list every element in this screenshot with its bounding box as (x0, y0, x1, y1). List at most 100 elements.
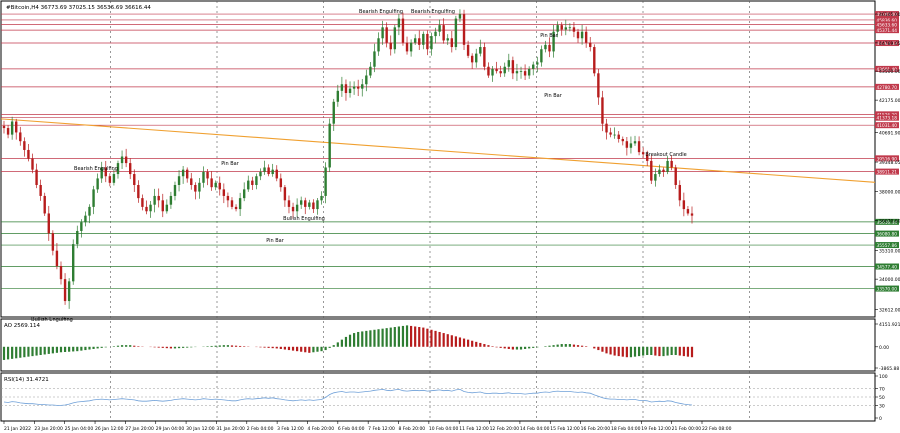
time-tick-label: 6 Feb 04:00 (338, 426, 365, 432)
candle-body (234, 206, 238, 210)
candle-body (401, 18, 405, 43)
level-label: 41373.18 (877, 116, 898, 122)
candle-body (483, 47, 486, 67)
candle-body (446, 38, 449, 41)
candle-body (495, 68, 498, 72)
candle-body (214, 182, 217, 188)
candle-body (556, 25, 559, 32)
candle-body (149, 204, 152, 212)
candle-body (462, 14, 466, 45)
candle-body (104, 167, 107, 177)
price-tick-label: 44789.05 (879, 41, 900, 47)
rsi-tick-label: 0 (879, 416, 882, 422)
candle-body (299, 200, 303, 205)
candle-body (617, 134, 620, 140)
candle-body (332, 101, 335, 124)
candle-body (584, 31, 588, 43)
candle-body (470, 55, 474, 63)
candle-body (72, 244, 75, 282)
candle-body (31, 158, 34, 170)
annotation-label: Pin Bar (540, 33, 559, 39)
candle-body (251, 180, 254, 185)
candle-body (59, 266, 63, 280)
candle-body (641, 152, 645, 155)
candle-body (564, 27, 567, 30)
level-label-box (875, 168, 899, 175)
candle-body (560, 25, 563, 30)
level-label-box (875, 21, 899, 28)
candle-body (458, 14, 462, 19)
annotation-label: Pin Bar (266, 238, 285, 244)
candle-body (527, 68, 531, 76)
level-label-box (875, 11, 899, 18)
candle-body (658, 169, 661, 175)
candle-body (552, 31, 555, 52)
candle-body (141, 198, 144, 207)
candle-body (120, 156, 124, 164)
level-label-box (875, 263, 899, 270)
annotation-label: Bearish Engulfing (411, 9, 455, 15)
price-tick-label: 43500.00 (879, 69, 900, 75)
candle-body (116, 163, 120, 175)
candle-body (202, 171, 205, 183)
candle-body (267, 167, 270, 175)
time-tick-label: 16 Feb 20:00 (581, 426, 611, 432)
time-tick-label: 21 Feb 00:00 (672, 426, 702, 432)
candle-body (328, 123, 331, 168)
time-tick-label: 3 Feb 12:00 (277, 426, 304, 432)
candle-body (92, 189, 95, 207)
candle-body (218, 182, 221, 190)
rsi-tick-label: 30 (879, 403, 885, 409)
candle-body (540, 49, 543, 63)
candle-body (287, 200, 291, 207)
candle-body (161, 200, 164, 212)
candle-body (242, 189, 246, 199)
candle-body (637, 141, 641, 153)
candle-body (352, 86, 356, 89)
candle-body (356, 86, 360, 89)
candle-body (475, 53, 478, 63)
candle-body (6, 128, 10, 135)
level-label-box (875, 242, 899, 249)
candle-body (422, 33, 425, 45)
ao-tick-label: -3865.88 (879, 366, 899, 372)
candle-body (621, 139, 624, 142)
candle-body (255, 176, 258, 185)
candle-body (51, 233, 55, 251)
annotations: Bearish Engulfing Bearish Engulfing Bearis… (31, 9, 687, 323)
price-tick-label: 36670.60 (879, 219, 900, 225)
candle-body (112, 174, 116, 183)
trendline-layer (0, 118, 876, 183)
candle-body (169, 195, 173, 205)
candle-body (124, 156, 128, 164)
price-tick-label: 40691.90 (879, 131, 900, 137)
annotation-label: Bearish Engulfing (359, 9, 403, 15)
candle-body (609, 132, 612, 135)
candle-body (263, 167, 266, 172)
trendline (0, 118, 876, 183)
candle-body (340, 84, 344, 91)
rsi-path (3, 388, 693, 406)
candle-body (385, 27, 388, 43)
candle-body (625, 141, 629, 148)
candle-body (324, 167, 327, 196)
candle-body (295, 204, 299, 212)
candle-body (35, 169, 38, 185)
time-tick-label: 25 Jan 04:00 (65, 426, 94, 432)
time-tick-label: 18 Feb 04:00 (611, 426, 641, 432)
candle-body (601, 97, 604, 124)
candle-body (686, 209, 690, 214)
candle-body (450, 38, 454, 48)
candle-body (413, 38, 417, 43)
candle-body (80, 222, 83, 231)
level-label-box (875, 111, 899, 118)
time-tick-label: 22 Feb 08:00 (702, 426, 732, 432)
candle-body (312, 202, 315, 210)
candle-body (316, 200, 319, 210)
candle-body (279, 178, 283, 188)
annotation-label: Bearish Engulfing (74, 166, 118, 172)
candle-body (548, 44, 551, 52)
candle-body (2, 125, 6, 129)
time-tick-label: 12 Feb 20:00 (490, 426, 520, 432)
